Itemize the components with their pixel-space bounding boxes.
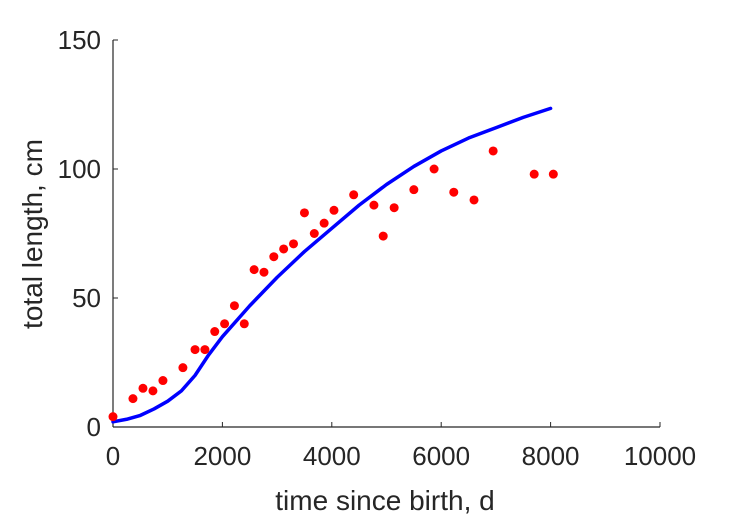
x-tick-label: 6000 — [412, 441, 470, 471]
data-point — [488, 146, 498, 156]
data-point — [128, 394, 138, 404]
data-point — [329, 205, 339, 215]
data-point — [449, 187, 459, 197]
tick-labels: 0 2000 4000 6000 8000 10000 0 50 100 150 — [58, 25, 697, 471]
x-tick-label: 0 — [106, 441, 120, 471]
data-point — [299, 208, 309, 218]
data-point — [279, 244, 289, 254]
data-point — [289, 239, 299, 249]
data-point — [178, 363, 188, 373]
x-tick-label: 2000 — [193, 441, 251, 471]
data-point — [429, 164, 439, 174]
y-tick-label: 50 — [72, 283, 101, 313]
y-tick-label: 0 — [87, 412, 101, 442]
axes — [112, 39, 661, 428]
data-point — [158, 376, 168, 386]
data-point — [369, 200, 379, 210]
y-tick-label: 100 — [58, 154, 101, 184]
data-point — [108, 412, 118, 422]
data-point — [259, 267, 269, 277]
data-point — [349, 190, 359, 200]
x-tick-label: 8000 — [522, 441, 580, 471]
data-point — [190, 345, 200, 355]
data-point — [389, 203, 399, 213]
fitted-curve-layer — [111, 106, 553, 424]
y-tick-label: 150 — [58, 25, 101, 55]
data-point — [469, 195, 479, 205]
x-axis-label: time since birth, d — [275, 485, 494, 516]
data-point — [210, 327, 220, 337]
data-point — [378, 231, 388, 241]
data-point — [529, 169, 539, 179]
data-point — [548, 169, 558, 179]
data-points-layer — [108, 146, 558, 422]
data-point — [148, 386, 158, 396]
data-point — [220, 319, 230, 329]
data-point — [309, 229, 319, 238]
y-axis-label: total length, cm — [17, 139, 48, 329]
x-tick-label: 10000 — [624, 441, 696, 471]
fitted-curve — [111, 106, 553, 424]
x-tick-label: 4000 — [303, 441, 361, 471]
data-point — [269, 252, 279, 262]
data-point — [200, 345, 210, 355]
data-point — [239, 319, 249, 329]
data-point — [319, 218, 329, 228]
data-point — [138, 383, 148, 393]
data-point — [249, 265, 259, 275]
data-point — [229, 301, 239, 311]
data-point — [409, 185, 419, 195]
